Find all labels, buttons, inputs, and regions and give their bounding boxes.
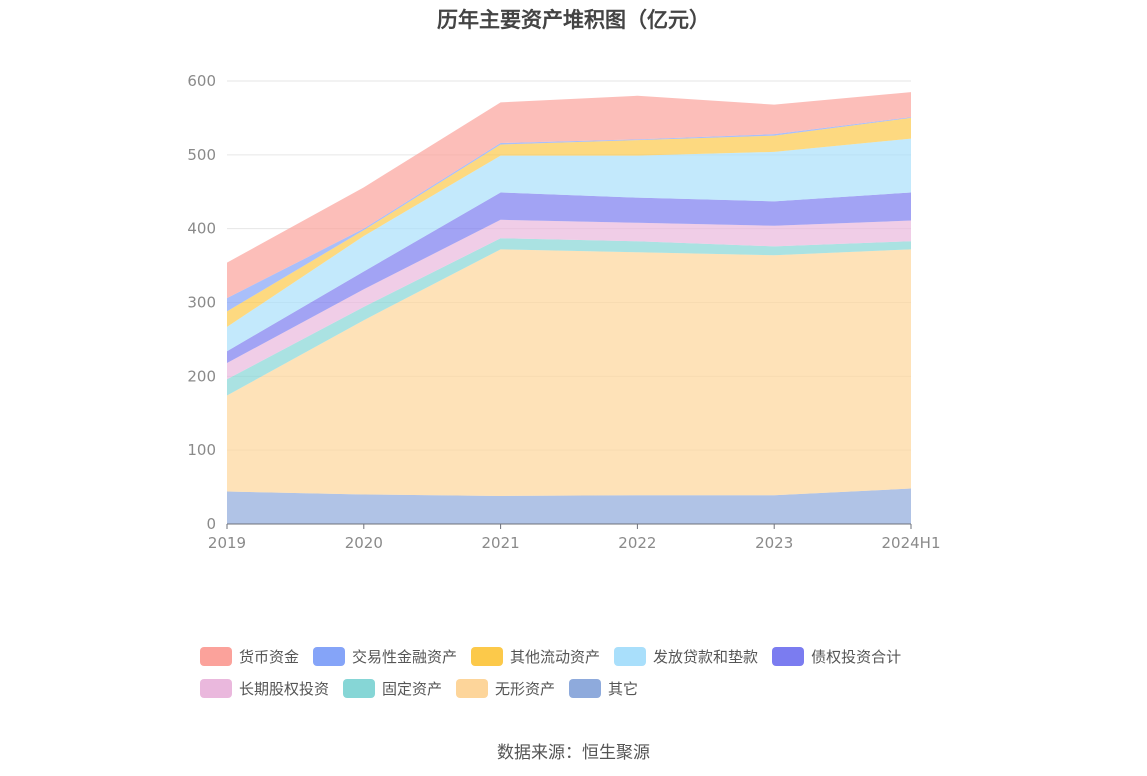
x-tick-label: 2023: [755, 534, 793, 552]
legend-label: 发放贷款和垫款: [653, 647, 759, 666]
area-series-4: [227, 219, 911, 380]
legend-item[interactable]: 债权投资合计: [772, 646, 901, 667]
area-series-9: [227, 92, 911, 299]
y-tick-label: 400: [187, 220, 216, 238]
legend-swatch: [772, 646, 805, 666]
legend-label: 固定资产: [382, 679, 443, 698]
legend-item[interactable]: 无形资产: [456, 678, 555, 699]
area-series-5: [227, 192, 911, 364]
area-series-layer: [227, 92, 911, 524]
source-note: 数据来源：恒生聚源: [497, 743, 650, 763]
y-tick-label: 500: [187, 146, 216, 164]
x-tick-label: 2021: [482, 534, 520, 552]
legend-label: 无形资产: [495, 679, 556, 698]
y-tick-label: 100: [187, 441, 216, 459]
legend-item[interactable]: 交易性金融资产: [313, 646, 457, 667]
legend-label: 债权投资合计: [811, 647, 902, 666]
legend-swatch: [614, 646, 647, 666]
stacked-area-chart: 0 100 200 300 400 500 600 2019 2020 2021 2022 2023 2…: [187, 72, 940, 552]
legend-label: 其他流动资产: [510, 647, 601, 666]
y-tick-label: 0: [206, 515, 216, 533]
legend-swatch: [343, 678, 376, 698]
area-series-6: [227, 138, 911, 352]
legend-row-2: 长期股权投资 固定资产 无形资产 其它: [200, 672, 980, 704]
y-tick-label: 600: [187, 72, 216, 90]
legend-swatch: [200, 646, 232, 666]
legend-swatch: [471, 646, 504, 666]
legend-swatch: [569, 678, 602, 698]
axes: 0 100 200 300 400 500 600 2019 2020 2021 2022 2023 2…: [187, 72, 940, 552]
legend: 货币资金 交易性金融资产 其他流动资产 发放贷款和垫款 债权投资合计 长期股权投资 固定资…: [200, 640, 980, 704]
area-series-1: [227, 488, 911, 524]
legend-item[interactable]: 其他流动资产: [471, 646, 600, 667]
legend-item[interactable]: 发放贷款和垫款: [614, 646, 758, 667]
area-series-7: [227, 117, 911, 327]
x-tick-label: 2024H1: [882, 534, 941, 552]
legend-item[interactable]: 长期股权投资: [200, 678, 329, 699]
legend-row-1: 货币资金 交易性金融资产 其他流动资产 发放贷款和垫款 债权投资合计: [200, 640, 980, 672]
legend-label: 长期股权投资: [239, 679, 330, 698]
x-tick-label: 2022: [618, 534, 656, 552]
chart-title: 历年主要资产堆积图（亿元）: [437, 8, 710, 32]
legend-swatch: [456, 678, 489, 698]
legend-item[interactable]: 其它: [569, 678, 638, 699]
y-tick-label: 200: [187, 367, 216, 385]
legend-label: 其它: [608, 679, 639, 698]
legend-swatch: [200, 678, 232, 698]
x-tick-label: 2020: [345, 534, 383, 552]
legend-label: 货币资金: [239, 647, 300, 666]
legend-item[interactable]: 固定资产: [343, 678, 442, 699]
legend-swatch: [313, 646, 346, 666]
x-tick-label: 2019: [208, 534, 246, 552]
area-series-2: [227, 249, 911, 496]
y-tick-label: 300: [187, 294, 216, 312]
area-series-3: [227, 238, 911, 396]
legend-item[interactable]: 货币资金: [200, 646, 299, 667]
legend-label: 交易性金融资产: [352, 647, 458, 666]
